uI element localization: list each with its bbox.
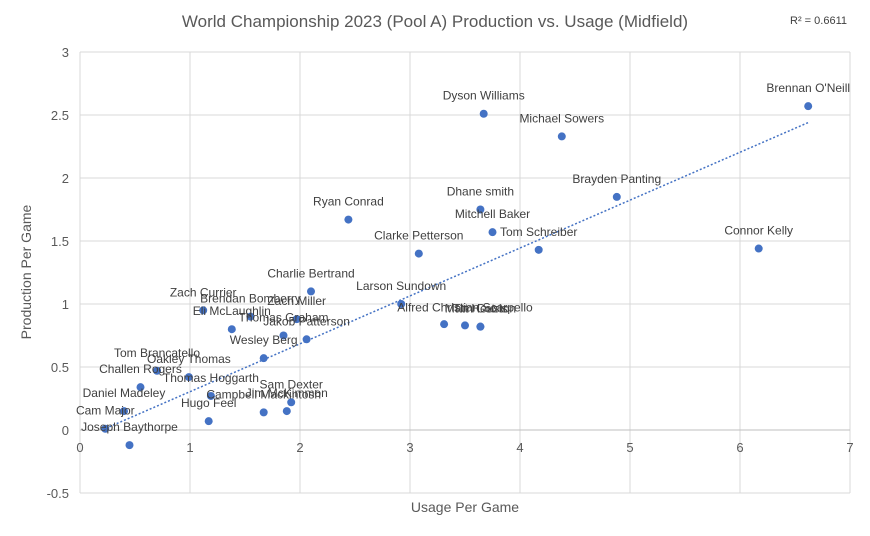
point-label: Dyson Williams bbox=[443, 89, 525, 103]
data-points bbox=[101, 102, 813, 450]
point-label: Clarke Petterson bbox=[374, 229, 463, 243]
point-label: Brennan O'Neill bbox=[766, 81, 850, 95]
point-label: Connor Kelly bbox=[724, 224, 793, 238]
y-tick-label: 0.5 bbox=[51, 360, 69, 375]
data-point bbox=[259, 354, 268, 363]
data-point bbox=[397, 300, 406, 308]
y-tick-labels: -0.5 0 0.5 1 1.5 2 2.5 3 bbox=[47, 45, 69, 501]
data-point bbox=[101, 424, 110, 433]
x-tick-label: 4 bbox=[516, 440, 523, 455]
data-point bbox=[804, 102, 813, 111]
point-label: Thomas Hoggarth bbox=[163, 371, 259, 385]
r-squared-label: R² = 0.6611 bbox=[790, 15, 847, 27]
data-point bbox=[184, 373, 193, 382]
y-tick-label: 0 bbox=[62, 423, 69, 438]
point-label: Matt Heuston bbox=[445, 302, 516, 316]
data-point bbox=[227, 325, 236, 334]
point-label: Brayden Panting bbox=[572, 172, 661, 186]
x-tick-label: 2 bbox=[296, 440, 303, 455]
data-point bbox=[414, 249, 423, 258]
y-tick-label: 3 bbox=[62, 45, 69, 60]
data-point bbox=[259, 408, 268, 417]
point-label: Wesley Berg bbox=[230, 333, 298, 347]
data-point bbox=[461, 321, 469, 330]
data-point bbox=[307, 287, 315, 296]
data-point bbox=[125, 441, 134, 450]
data-point bbox=[204, 417, 213, 426]
y-tick-label: 1.5 bbox=[51, 234, 69, 249]
data-point bbox=[476, 322, 485, 331]
data-point bbox=[479, 109, 488, 118]
data-point bbox=[344, 215, 353, 224]
data-point bbox=[440, 320, 449, 329]
point-label: Oakley Thomas bbox=[147, 352, 231, 366]
point-label: Hugo Feel bbox=[181, 396, 236, 410]
point-label: Joseph Baythorpe bbox=[81, 420, 178, 434]
chart-title: World Championship 2023 (Pool A) Product… bbox=[182, 12, 688, 31]
x-axis-title: Usage Per Game bbox=[411, 499, 519, 515]
x-tick-label: 3 bbox=[406, 440, 413, 455]
data-point bbox=[534, 245, 543, 254]
point-label: Tim Cotris bbox=[453, 302, 507, 316]
data-point bbox=[488, 228, 497, 237]
point-label: Zach Miller bbox=[267, 294, 326, 308]
gridlines bbox=[79, 51, 851, 494]
point-label: Tom Schreiber bbox=[500, 225, 577, 239]
point-label: Michael Sowers bbox=[519, 111, 604, 125]
point-label: Daniel Madeley bbox=[83, 386, 166, 400]
x-tick-label: 6 bbox=[736, 440, 743, 455]
data-point bbox=[476, 205, 485, 214]
y-tick-label: 1 bbox=[62, 297, 69, 312]
data-point bbox=[612, 192, 621, 201]
point-label: Challen Rogers bbox=[99, 362, 182, 376]
point-label: Jakob Patterson bbox=[263, 314, 350, 328]
point-label: Eli McLaughlin bbox=[193, 304, 271, 318]
point-label: Jim McKimmon bbox=[246, 386, 328, 400]
point-label: Ryan Conrad bbox=[313, 195, 384, 209]
x-tick-labels: 0 1 2 3 4 5 6 7 bbox=[76, 440, 853, 455]
data-point bbox=[153, 366, 161, 375]
point-label: Mitchell Baker bbox=[455, 207, 530, 221]
point-label: Thomas Graham bbox=[238, 311, 328, 325]
x-tick-label: 1 bbox=[186, 440, 193, 455]
point-label: Sam Dexter bbox=[260, 377, 323, 391]
data-point bbox=[557, 132, 566, 141]
point-label: Larson Sundown bbox=[356, 279, 446, 293]
x-tick-label: 7 bbox=[846, 440, 853, 455]
point-label: Alfred Christian Scarpello bbox=[397, 300, 533, 314]
data-point bbox=[246, 312, 255, 321]
point-label: Tom Brancatello bbox=[114, 346, 200, 360]
y-axis-title: Production Per Game bbox=[18, 204, 34, 339]
data-point bbox=[279, 331, 288, 340]
data-point bbox=[754, 244, 763, 253]
point-label: Charlie Bertrand bbox=[267, 266, 354, 280]
x-tick-label: 0 bbox=[76, 440, 83, 455]
point-labels: Brennan O'Neill Dyson Williams Michael Sow… bbox=[76, 81, 850, 434]
x-tick-label: 5 bbox=[626, 440, 633, 455]
point-label: Zach Currier bbox=[170, 285, 237, 299]
y-tick-label: -0.5 bbox=[47, 486, 69, 501]
trendline bbox=[101, 121, 809, 431]
data-point bbox=[282, 407, 291, 416]
y-tick-label: 2 bbox=[62, 171, 69, 186]
data-point bbox=[120, 407, 128, 416]
point-label: Campbell Mackintosh bbox=[206, 387, 321, 401]
point-label: Cam Major bbox=[76, 404, 135, 418]
point-label: Brendan Bomberry bbox=[200, 292, 301, 306]
point-label: Dhane smith bbox=[447, 185, 514, 199]
data-point bbox=[287, 398, 296, 407]
y-tick-label: 2.5 bbox=[51, 108, 69, 123]
data-point bbox=[206, 391, 215, 400]
data-point bbox=[199, 306, 208, 315]
data-point bbox=[302, 335, 311, 344]
data-point bbox=[136, 383, 145, 392]
data-point bbox=[292, 315, 301, 324]
